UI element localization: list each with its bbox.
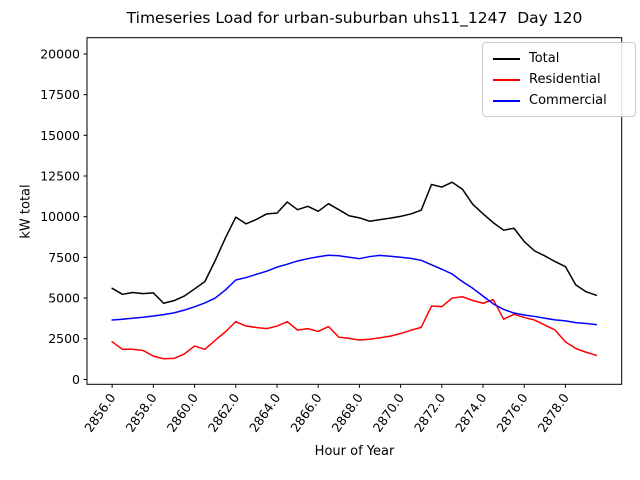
- legend-item-residential: Residential: [493, 69, 627, 90]
- x-axis-label: Hour of Year: [314, 444, 395, 459]
- x-tick-label: 2860.0: [164, 390, 201, 434]
- x-tick-label: 2876.0: [493, 390, 530, 434]
- series-line-commercial: [111, 254, 598, 326]
- y-tick-label: 20000: [40, 46, 80, 61]
- x-tick-label: 2864.0: [246, 390, 283, 434]
- x-tick-label: 2862.0: [205, 390, 242, 434]
- x-tick-label: 2856.0: [81, 390, 118, 434]
- y-tick-label: 2500: [48, 331, 80, 346]
- y-tick-label: 7500: [48, 250, 80, 265]
- y-tick-label: 17500: [40, 87, 80, 102]
- legend-label-residential: Residential: [529, 72, 601, 87]
- legend-item-commercial: Commercial: [493, 90, 627, 111]
- legend-line-sample-residential: [493, 78, 520, 81]
- y-axis-label: kW total: [18, 184, 34, 239]
- x-tick-label: 2868.0: [328, 390, 365, 434]
- series-line-residential: [111, 296, 598, 360]
- x-tick-label: 2872.0: [411, 390, 448, 434]
- legend-line-sample-total: [493, 57, 520, 60]
- x-tick-label: 2878.0: [535, 390, 572, 434]
- x-tick-label: 2874.0: [452, 390, 489, 434]
- x-tick-label: 2858.0: [122, 390, 159, 434]
- y-tick-label: 12500: [40, 169, 80, 184]
- y-tick-label: 0: [72, 372, 80, 387]
- legend-label-commercial: Commercial: [529, 93, 607, 108]
- series-line-total: [111, 181, 598, 305]
- chart-title: Timeseries Load for urban-suburban uhs11…: [126, 9, 583, 27]
- legend-item-total: Total: [493, 48, 627, 69]
- legend: Total Residential Commercial: [482, 42, 636, 117]
- legend-line-sample-commercial: [493, 99, 520, 102]
- y-tick-label: 5000: [48, 291, 80, 306]
- x-tick-label: 2870.0: [370, 390, 407, 434]
- axes-frame: [86, 37, 623, 385]
- y-tick-label: 10000: [40, 209, 80, 224]
- legend-label-total: Total: [529, 51, 560, 66]
- x-tick-label: 2866.0: [287, 390, 324, 434]
- y-tick-label: 15000: [40, 128, 80, 143]
